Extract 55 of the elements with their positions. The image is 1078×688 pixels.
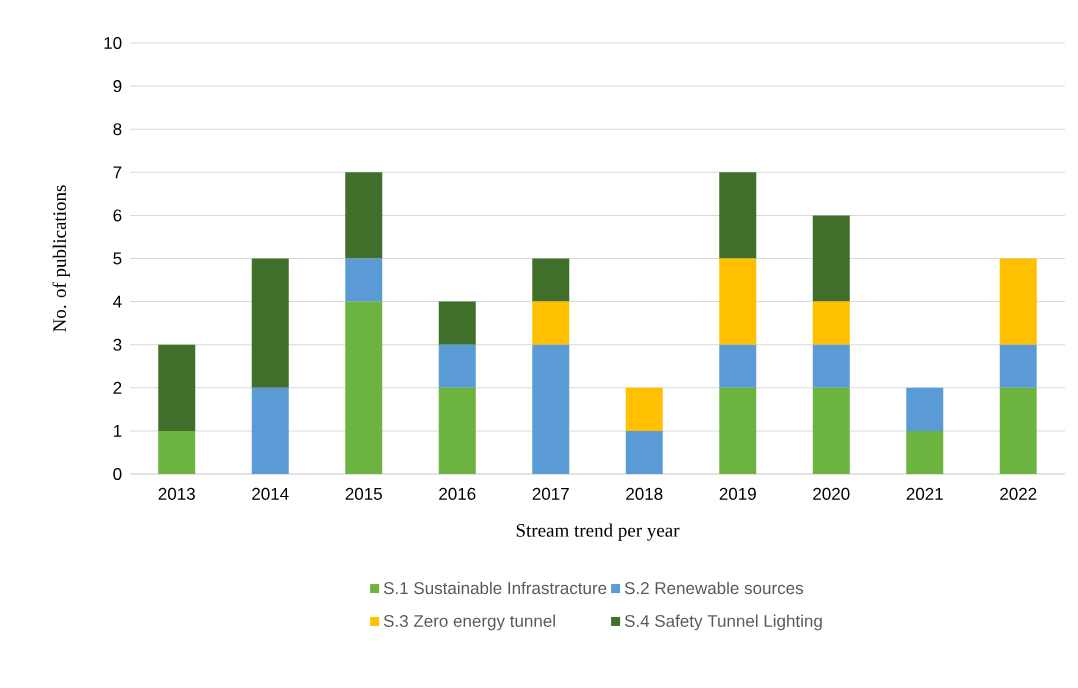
legend-label: S.4 Safety Tunnel Lighting: [624, 614, 822, 631]
x-tick-label: 2015: [345, 487, 382, 500]
bar: [251, 387, 289, 474]
bar: [251, 258, 289, 388]
x-tick-label: 2020: [813, 487, 850, 500]
legend-label: S.2 Renewable sources: [624, 581, 803, 595]
y-tick-label: 4: [113, 295, 122, 308]
bar: [532, 258, 570, 302]
y-tick-label: 3: [113, 338, 122, 351]
bar: [812, 301, 850, 345]
bar: [999, 387, 1037, 474]
x-tick-label: 2014: [252, 487, 289, 500]
bar: [438, 387, 476, 474]
y-tick-label: 0: [113, 467, 122, 481]
bar: [719, 387, 757, 474]
bar: [345, 172, 383, 259]
y-axis-title: No. of publications: [52, 185, 70, 332]
y-tick-label: 6: [113, 209, 122, 222]
bar: [999, 258, 1037, 345]
legend-label: S.1 Sustainable Infrastracture: [383, 581, 607, 595]
bar: [999, 344, 1037, 388]
bar: [719, 172, 757, 259]
x-axis-title: Stream trend per year: [516, 523, 680, 541]
bar: [812, 387, 850, 474]
x-tick-label: 2016: [439, 487, 476, 500]
y-tick-label: 2: [113, 381, 122, 394]
x-tick-label: 2021: [906, 487, 943, 500]
bar: [438, 344, 476, 388]
legend-label: S.3 Zero energy tunnel: [383, 614, 555, 631]
bar: [345, 258, 383, 302]
y-tick-label: 10: [104, 36, 122, 50]
bar: [625, 430, 663, 474]
y-tick-label: 5: [113, 252, 122, 265]
bar: [719, 258, 757, 345]
x-tick-label: 2013: [158, 487, 195, 500]
y-tick-label: 9: [113, 80, 122, 93]
bar: [532, 301, 570, 345]
bar: [345, 301, 383, 474]
y-tick-label: 8: [113, 123, 122, 136]
bar: [906, 430, 944, 474]
bar: [719, 344, 757, 388]
bar: [438, 301, 476, 345]
bar: [158, 344, 196, 431]
bar: [812, 344, 850, 388]
bar: [812, 215, 850, 302]
x-tick-label: 2022: [1000, 487, 1037, 500]
y-tick-label: 7: [113, 166, 122, 179]
x-tick-label: 2017: [532, 487, 569, 500]
y-tick-label: 1: [113, 425, 122, 437]
x-tick-label: 2019: [719, 487, 756, 500]
bar: [158, 430, 196, 474]
bar: [625, 387, 663, 431]
bar: [532, 344, 570, 474]
x-tick-label: 2018: [626, 487, 663, 500]
bar: [906, 387, 944, 431]
